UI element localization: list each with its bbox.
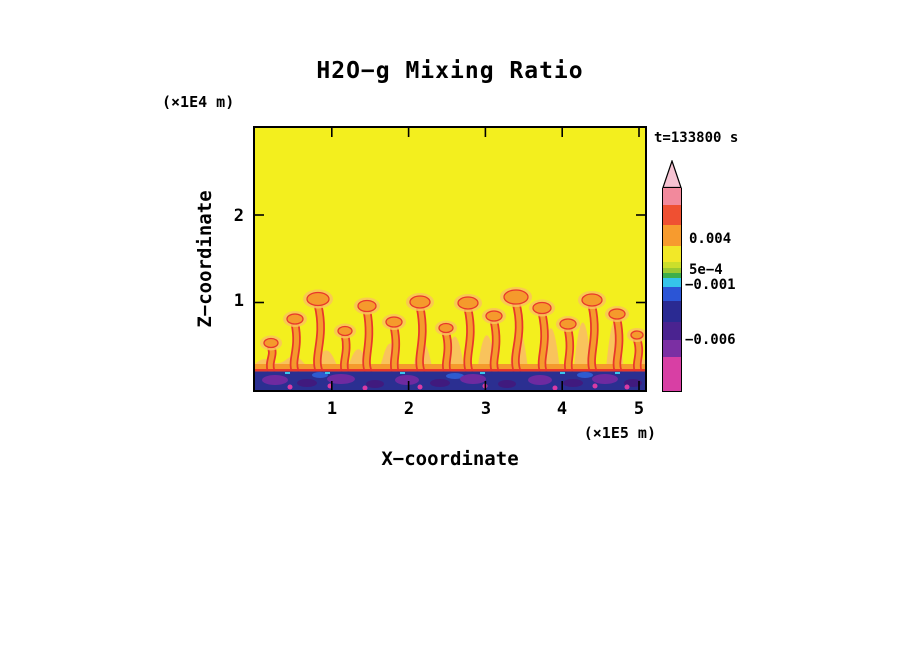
z-axis-tick-label: 2	[233, 206, 244, 226]
colorbar-arrow	[662, 160, 682, 188]
colorbar-segment	[663, 188, 681, 205]
timestamp-label: t=133800 s	[654, 130, 739, 146]
colorbar-segment	[663, 273, 681, 278]
colorbar-arrow-tip	[662, 160, 682, 188]
colorbar-label: 5e−4	[689, 262, 723, 278]
colorbar-segment	[663, 225, 681, 246]
colorbar-segment	[663, 287, 681, 301]
colorbar	[662, 160, 682, 393]
colorbar-label: 0.004	[689, 231, 732, 247]
heatmap-canvas	[255, 128, 645, 390]
colorbar-segment	[663, 205, 681, 225]
x-axis-tick-label: 4	[556, 399, 568, 419]
x-axis-tick-label: 5	[633, 399, 645, 419]
x-axis-tick-label: 1	[326, 399, 338, 419]
colorbar-segment	[663, 301, 681, 322]
colorbar-segment	[663, 357, 681, 391]
colorbar-segments	[662, 188, 682, 392]
colorbar-segment	[663, 340, 681, 357]
chart-title: H2O−g Mixing Ratio	[316, 58, 584, 84]
x-axis-tick-label: 2	[403, 399, 415, 419]
z-axis-unit-label: (×1E4 m)	[162, 93, 235, 111]
interface-line	[255, 369, 645, 372]
colorbar-segment	[663, 322, 681, 340]
colorbar-segment	[663, 262, 681, 268]
axis-ticks	[255, 128, 645, 390]
z-axis-tick-label: 1	[233, 291, 244, 311]
colorbar-segment	[663, 268, 681, 273]
z-axis-title: Z−coordinate	[194, 190, 216, 328]
colorbar-label: −0.001	[685, 277, 736, 293]
colorbar-segment	[663, 278, 681, 287]
colorbar-segment	[663, 246, 681, 262]
plot-area	[253, 126, 647, 392]
colorbar-label: −0.006	[685, 332, 736, 348]
x-axis-unit-label: (×1E5 m)	[583, 424, 656, 442]
x-axis-title: X−coordinate	[381, 448, 519, 470]
x-axis-tick-label: 3	[480, 399, 492, 419]
plume-group	[260, 287, 645, 376]
surface-band	[255, 371, 645, 390]
